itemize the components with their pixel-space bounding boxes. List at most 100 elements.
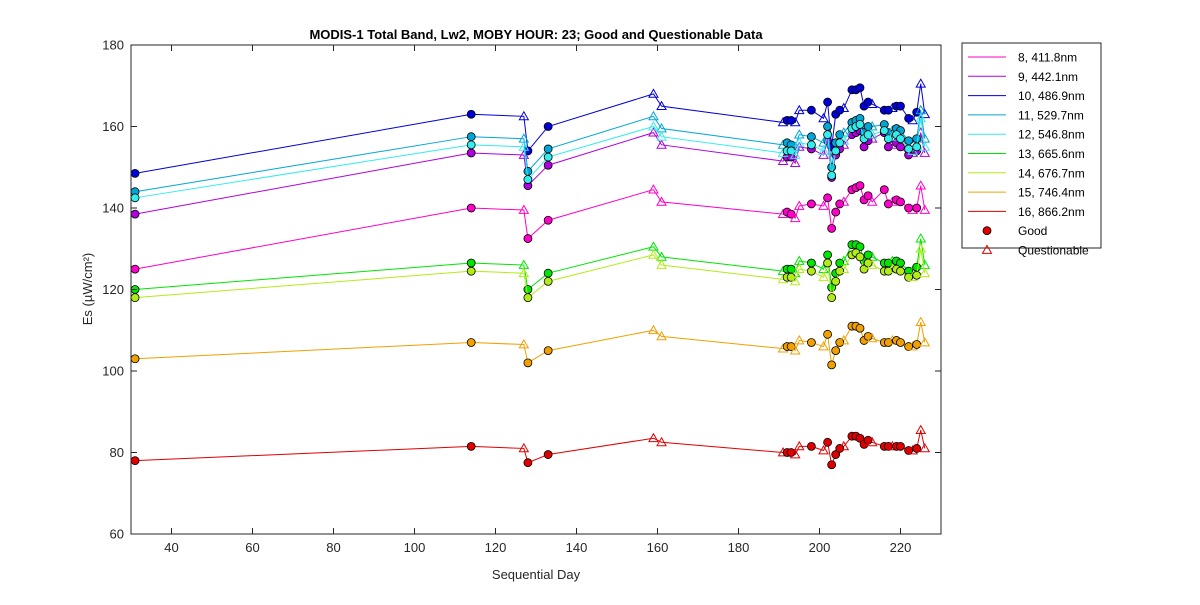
data-point-questionable <box>789 212 801 223</box>
data-point-good <box>466 258 476 268</box>
data-point-good <box>831 207 841 217</box>
data-point-good <box>855 120 865 129</box>
x-tick-label: 40 <box>164 540 178 555</box>
data-point-good <box>823 329 832 339</box>
y-tick-label: 140 <box>102 201 124 216</box>
data-point-good <box>831 450 841 459</box>
data-point-good <box>466 109 476 119</box>
data-point-good <box>896 142 905 152</box>
data-point-good <box>855 242 865 252</box>
data-point-questionable <box>518 339 530 349</box>
data-point-questionable <box>518 204 530 214</box>
x-tick-label: 220 <box>890 540 912 555</box>
data-point-good <box>130 456 140 466</box>
series-group <box>130 112 931 203</box>
plot-area <box>131 45 941 534</box>
y-tick-label: 160 <box>102 119 124 134</box>
data-point-good <box>879 185 889 195</box>
data-point-good <box>523 175 533 184</box>
data-point-good <box>855 252 865 262</box>
data-point-good <box>807 105 816 115</box>
data-point-good <box>827 223 837 233</box>
data-point-good <box>807 338 816 347</box>
data-point-good <box>912 203 922 213</box>
data-point-questionable <box>919 204 931 214</box>
x-tick-label: 200 <box>809 540 831 555</box>
legend-label: 14, 676.7nm <box>1018 166 1085 180</box>
data-point-good <box>807 199 816 209</box>
data-point-good <box>543 160 553 170</box>
data-point-good <box>827 170 837 180</box>
data-point-good <box>912 444 922 453</box>
x-axis-label: Sequential Day <box>492 567 581 582</box>
series-group <box>130 180 931 274</box>
data-point-good <box>912 142 922 152</box>
series-group <box>130 316 931 370</box>
data-point-questionable <box>915 112 927 123</box>
legend-label: 12, 546.8nm <box>1018 128 1085 142</box>
legend-label: 13, 665.6nm <box>1018 147 1085 161</box>
legend-box <box>961 42 1102 249</box>
data-point-questionable <box>793 200 805 210</box>
legend-label: 8, 411.8nm <box>1018 51 1077 65</box>
data-point-questionable <box>818 200 829 210</box>
x-tick-label: 120 <box>485 540 507 555</box>
data-point-questionable <box>919 442 931 453</box>
data-point-good <box>855 433 865 443</box>
y-tick-label: 80 <box>110 445 124 460</box>
data-point-questionable <box>915 78 927 88</box>
data-point-questionable <box>656 100 667 110</box>
data-point-good <box>823 250 832 260</box>
legend-good-marker <box>982 226 992 236</box>
data-point-good <box>807 258 816 268</box>
y-tick-label: 60 <box>110 527 124 542</box>
legend-label: 15, 746.4nm <box>1018 186 1085 200</box>
data-point-questionable <box>518 442 530 453</box>
data-point-questionable <box>648 127 659 137</box>
data-point-questionable <box>866 129 878 139</box>
data-point-questionable <box>793 137 805 147</box>
data-point-good <box>823 97 832 107</box>
data-point-good <box>543 122 553 131</box>
data-point-questionable <box>838 440 850 451</box>
data-point-questionable <box>866 436 878 447</box>
data-point-questionable <box>838 196 850 206</box>
data-point-good <box>523 293 533 303</box>
data-point-good <box>130 168 140 178</box>
data-point-good <box>807 266 816 276</box>
data-point-questionable <box>789 345 801 355</box>
data-point-good <box>896 197 905 207</box>
data-point-good <box>543 215 553 225</box>
data-point-questionable <box>789 157 801 168</box>
data-point-questionable <box>919 336 931 347</box>
legend-questionable-label: Questionable <box>1018 244 1089 258</box>
data-point-good <box>786 272 796 282</box>
data-point-good <box>523 234 533 243</box>
data-point-good <box>807 441 816 451</box>
data-point-good <box>466 132 476 142</box>
data-point-good <box>912 340 922 349</box>
data-point-questionable <box>793 334 805 345</box>
legend-label: 11, 529.7nm <box>1018 108 1084 122</box>
data-point-good <box>523 458 533 468</box>
data-point-questionable <box>915 180 927 190</box>
data-point-questionable <box>818 444 829 455</box>
data-point-good <box>827 360 837 370</box>
data-point-good <box>466 441 476 451</box>
data-point-questionable <box>866 259 878 269</box>
data-point-good <box>823 193 832 203</box>
data-point-questionable <box>789 149 801 159</box>
data-point-questionable <box>915 424 927 434</box>
data-point-questionable <box>648 120 659 131</box>
data-point-questionable <box>656 436 667 447</box>
legend-label: 16, 866.2nm <box>1018 205 1085 219</box>
data-point-good <box>855 323 865 333</box>
data-point-questionable <box>919 147 931 157</box>
y-axis-label: Es (µW/cm²) <box>80 253 95 325</box>
data-point-good <box>130 193 140 203</box>
x-tick-label: 60 <box>245 540 259 555</box>
data-point-good <box>855 181 865 190</box>
data-point-questionable <box>648 432 659 443</box>
series-layer <box>130 78 931 470</box>
